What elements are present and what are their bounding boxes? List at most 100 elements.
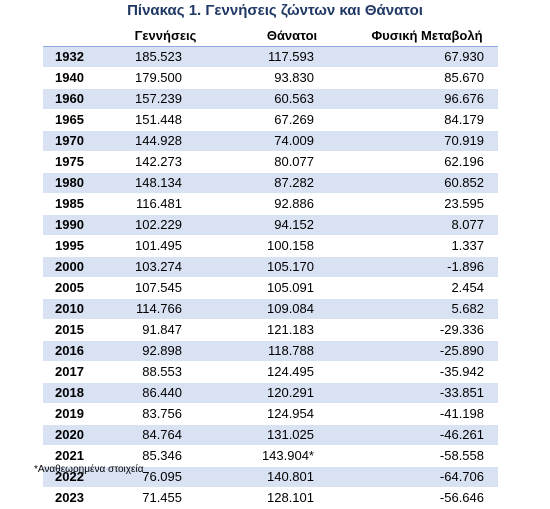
natural-change-cell: 62.196	[356, 151, 498, 173]
year-cell: 2010	[43, 298, 103, 320]
deaths-cell: 120.291	[228, 382, 356, 404]
year-cell: 2018	[43, 382, 103, 404]
births-cell: 71.455	[103, 487, 228, 509]
table-row: 2005 107.545 105.091 2.454	[43, 277, 498, 299]
year-cell: 2016	[43, 340, 103, 362]
natural-change-cell: 67.930	[356, 46, 498, 68]
births-cell: 84.764	[103, 424, 228, 446]
year-cell: 1995	[43, 235, 103, 257]
year-cell: 1985	[43, 193, 103, 215]
deaths-cell: 60.563	[228, 88, 356, 110]
births-cell: 157.239	[103, 88, 228, 110]
table-row: 1985 116.481 92.886 23.595	[43, 193, 498, 215]
footnote: *Αναθεωρημένα στοιχεία	[34, 464, 144, 475]
column-header-natural-change: Φυσική Μεταβολή	[356, 25, 498, 47]
table-row: 1975 142.273 80.077 62.196	[43, 151, 498, 173]
deaths-cell: 105.091	[228, 277, 356, 299]
year-cell: 1932	[43, 46, 103, 68]
natural-change-cell: -56.646	[356, 487, 498, 509]
table-row: 2000 103.274 105.170 -1.896	[43, 256, 498, 278]
natural-change-cell: 84.179	[356, 109, 498, 131]
natural-change-cell: -58.558	[356, 445, 498, 467]
year-cell: 1960	[43, 88, 103, 110]
table-row: 1980 148.134 87.282 60.852	[43, 172, 498, 194]
column-header-year	[43, 25, 103, 47]
deaths-cell: 140.801	[228, 466, 356, 488]
deaths-cell: 121.183	[228, 319, 356, 341]
deaths-cell: 131.025	[228, 424, 356, 446]
births-cell: 179.500	[103, 67, 228, 89]
births-cell: 91.847	[103, 319, 228, 341]
births-cell: 142.273	[103, 151, 228, 173]
deaths-cell: 87.282	[228, 172, 356, 194]
deaths-cell: 94.152	[228, 214, 356, 236]
natural-change-cell: -46.261	[356, 424, 498, 446]
births-cell: 116.481	[103, 193, 228, 215]
table-row: 2021 85.346 143.904* -58.558	[43, 445, 498, 467]
natural-change-cell: 1.337	[356, 235, 498, 257]
deaths-cell: 109.084	[228, 298, 356, 320]
table-row: 1940 179.500 93.830 85.670	[43, 67, 498, 89]
year-cell: 1965	[43, 109, 103, 131]
natural-change-cell: -1.896	[356, 256, 498, 278]
deaths-cell: 118.788	[228, 340, 356, 362]
table-row: 1960 157.239 60.563 96.676	[43, 88, 498, 110]
table-row: 2020 84.764 131.025 -46.261	[43, 424, 498, 446]
year-cell: 1940	[43, 67, 103, 89]
births-cell: 102.229	[103, 214, 228, 236]
deaths-cell: 74.009	[228, 130, 356, 152]
births-cell: 101.495	[103, 235, 228, 257]
natural-change-cell: 70.919	[356, 130, 498, 152]
year-cell: 2017	[43, 361, 103, 383]
births-cell: 88.553	[103, 361, 228, 383]
year-cell: 1990	[43, 214, 103, 236]
deaths-cell: 143.904*	[228, 445, 356, 467]
table-row: 2015 91.847 121.183 -29.336	[43, 319, 498, 341]
deaths-cell: 124.495	[228, 361, 356, 383]
column-header-births: Γεννήσεις	[103, 25, 228, 47]
year-cell: 2005	[43, 277, 103, 299]
natural-change-cell: 85.670	[356, 67, 498, 89]
natural-change-cell: -64.706	[356, 466, 498, 488]
births-cell: 85.346	[103, 445, 228, 467]
natural-change-cell: -41.198	[356, 403, 498, 425]
deaths-cell: 93.830	[228, 67, 356, 89]
deaths-cell: 128.101	[228, 487, 356, 509]
natural-change-cell: -29.336	[356, 319, 498, 341]
year-cell: 2015	[43, 319, 103, 341]
natural-change-cell: 60.852	[356, 172, 498, 194]
births-cell: 148.134	[103, 172, 228, 194]
table-row: 2016 92.898 118.788 -25.890	[43, 340, 498, 362]
year-cell: 2023	[43, 487, 103, 509]
natural-change-cell: 5.682	[356, 298, 498, 320]
births-deaths-table: Γεννήσεις Θάνατοι Φυσική Μεταβολή 1932 18…	[43, 25, 498, 509]
header-row: Γεννήσεις Θάνατοι Φυσική Μεταβολή	[43, 25, 498, 47]
deaths-cell: 105.170	[228, 256, 356, 278]
deaths-cell: 92.886	[228, 193, 356, 215]
table-row: 2010 114.766 109.084 5.682	[43, 298, 498, 320]
natural-change-cell: -35.942	[356, 361, 498, 383]
year-cell: 2021	[43, 445, 103, 467]
births-cell: 83.756	[103, 403, 228, 425]
year-cell: 2000	[43, 256, 103, 278]
natural-change-cell: -25.890	[356, 340, 498, 362]
deaths-cell: 117.593	[228, 46, 356, 68]
table-row: 1965 151.448 67.269 84.179	[43, 109, 498, 131]
table-row: 2019 83.756 124.954 -41.198	[43, 403, 498, 425]
table-row: 2018 86.440 120.291 -33.851	[43, 382, 498, 404]
births-cell: 151.448	[103, 109, 228, 131]
births-cell: 114.766	[103, 298, 228, 320]
deaths-cell: 80.077	[228, 151, 356, 173]
year-cell: 1975	[43, 151, 103, 173]
table-row: 1995 101.495 100.158 1.337	[43, 235, 498, 257]
natural-change-cell: 96.676	[356, 88, 498, 110]
natural-change-cell: 2.454	[356, 277, 498, 299]
births-cell: 107.545	[103, 277, 228, 299]
year-cell: 2019	[43, 403, 103, 425]
table-row: 2017 88.553 124.495 -35.942	[43, 361, 498, 383]
table-row: 2023 71.455 128.101 -56.646	[43, 487, 498, 509]
deaths-cell: 124.954	[228, 403, 356, 425]
deaths-cell: 100.158	[228, 235, 356, 257]
natural-change-cell: 23.595	[356, 193, 498, 215]
year-cell: 2020	[43, 424, 103, 446]
